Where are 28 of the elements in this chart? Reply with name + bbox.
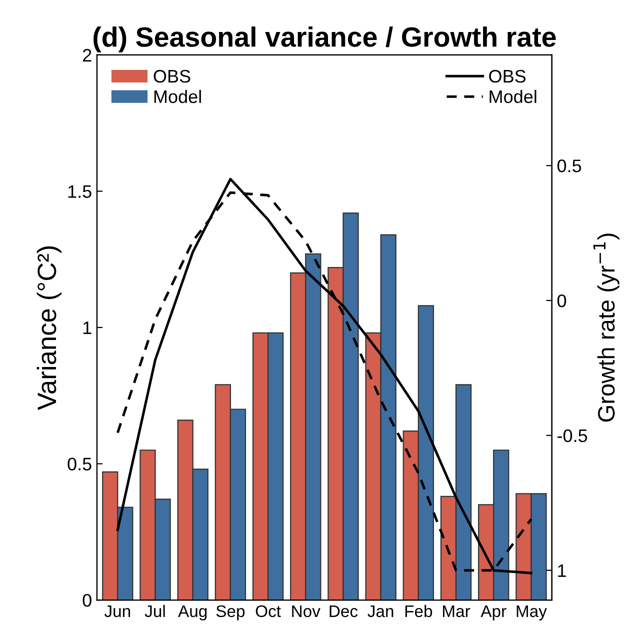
- y2-tick-label: 1: [558, 564, 566, 577]
- x-tick-label: Jul: [144, 604, 165, 618]
- y2-tick-label: 0.5: [557, 160, 582, 172]
- legend-label: Model: [490, 90, 536, 104]
- y-tick-label: 1.5: [68, 185, 92, 198]
- chart-title: (d) Seasonal variance / Growth rate: [93, 26, 556, 52]
- y-tick-label: 1: [83, 322, 92, 334]
- x-tick-label: Feb: [405, 604, 432, 618]
- x-tick-label: Mar: [443, 605, 470, 618]
- legend-label: Model: [154, 90, 201, 104]
- y2-tick-label: 0: [557, 294, 566, 308]
- legend-label: OBS: [154, 70, 190, 83]
- x-tick-label: Jun: [104, 605, 130, 618]
- x-tick-label: Apr: [480, 605, 506, 620]
- x-tick-label: Jan: [368, 605, 394, 618]
- x-tick-label: Sep: [216, 605, 245, 620]
- x-tick-label: Oct: [256, 605, 281, 618]
- x-tick-label: May: [516, 605, 547, 620]
- x-tick-label: Dec: [330, 605, 358, 618]
- y-tick-label: 2: [82, 48, 92, 62]
- x-tick-label: Aug: [178, 605, 207, 620]
- y-tick-label: 0.5: [68, 458, 92, 470]
- legend-label: OBS: [489, 70, 526, 83]
- x-tick-label: Nov: [292, 605, 320, 618]
- y-axis-title: Variance (°C²): [36, 246, 62, 410]
- y2-tick-label: -0.5: [558, 429, 588, 442]
- y2-axis-title: Growth rate (yr$^{−1}$): [593, 234, 620, 422]
- y-tick-label: 0: [82, 594, 92, 607]
